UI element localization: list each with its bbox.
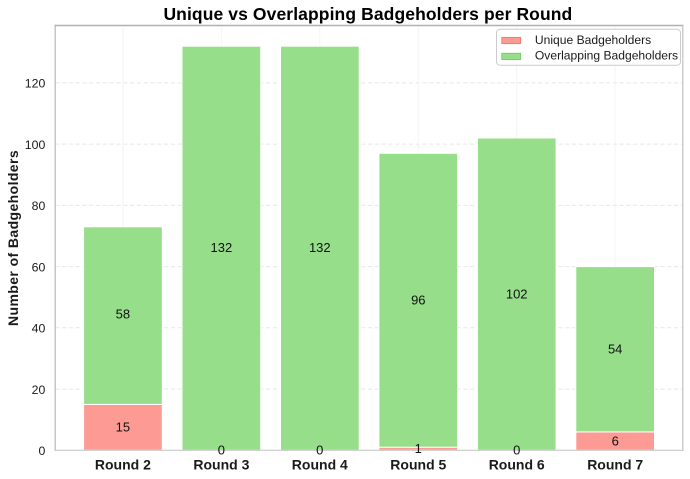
svg-text:132: 132 — [211, 240, 233, 255]
svg-text:Round 6: Round 6 — [489, 457, 545, 473]
svg-text:54: 54 — [608, 342, 622, 357]
svg-text:96: 96 — [411, 293, 425, 308]
svg-text:0: 0 — [38, 444, 45, 458]
svg-text:0: 0 — [316, 443, 323, 458]
svg-text:102: 102 — [506, 286, 528, 301]
svg-text:Round 3: Round 3 — [193, 457, 249, 473]
svg-text:20: 20 — [32, 383, 46, 397]
svg-text:Round 5: Round 5 — [390, 457, 446, 473]
svg-text:58: 58 — [116, 307, 130, 322]
svg-text:100: 100 — [25, 138, 46, 152]
svg-text:60: 60 — [32, 260, 46, 274]
svg-text:Number of Badgeholders: Number of Badgeholders — [5, 150, 21, 326]
svg-text:Round 7: Round 7 — [587, 457, 643, 473]
svg-text:Unique vs Overlapping Badgehol: Unique vs Overlapping Badgeholders per R… — [163, 4, 572, 24]
svg-text:Overlapping Badgeholders: Overlapping Badgeholders — [535, 49, 678, 63]
svg-text:Round 4: Round 4 — [292, 457, 348, 473]
svg-text:80: 80 — [32, 199, 46, 213]
svg-text:40: 40 — [32, 322, 46, 336]
svg-text:Round 2: Round 2 — [95, 457, 151, 473]
svg-text:132: 132 — [309, 240, 331, 255]
svg-text:120: 120 — [25, 77, 46, 91]
svg-text:0: 0 — [218, 443, 225, 458]
svg-text:1: 1 — [415, 441, 422, 456]
svg-text:Unique Badgeholders: Unique Badgeholders — [535, 33, 651, 47]
svg-text:6: 6 — [612, 433, 619, 448]
svg-text:15: 15 — [116, 419, 130, 434]
svg-text:0: 0 — [513, 443, 520, 458]
